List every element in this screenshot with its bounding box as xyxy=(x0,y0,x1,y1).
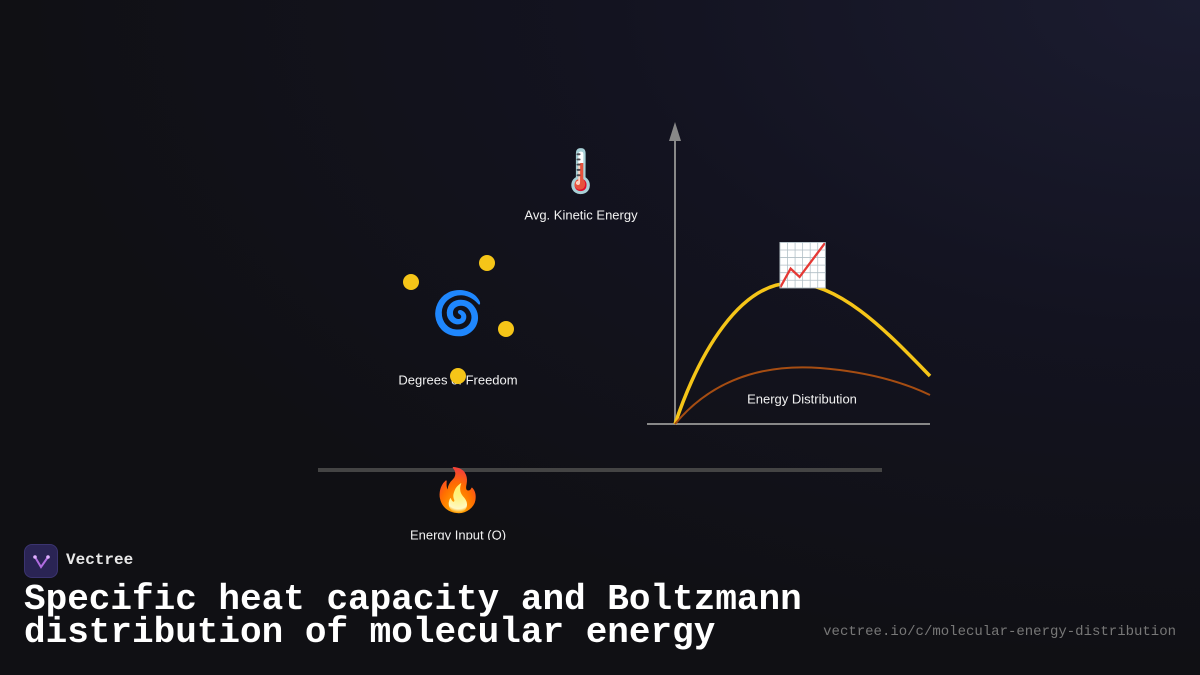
node-label: Energy Distribution xyxy=(747,391,857,406)
diagram: 🌡️ Avg. Kinetic Energy 🌀 Degrees of Free… xyxy=(318,122,932,540)
curve-low xyxy=(674,366,931,425)
logo-dot xyxy=(33,555,37,559)
node-icon: 🔥 xyxy=(432,466,484,515)
logo-stroke xyxy=(34,556,49,569)
node-icon: 📈 xyxy=(777,241,829,290)
axis-arrow xyxy=(669,122,681,141)
logo-dot xyxy=(46,555,50,559)
page-title: Specific heat capacity and Boltzmann dis… xyxy=(24,579,802,653)
particle xyxy=(403,274,419,290)
node-label: Avg. Kinetic Energy xyxy=(524,207,638,222)
logo-mark xyxy=(33,555,50,569)
particle xyxy=(498,321,514,337)
node-label: Energy Input (Q) xyxy=(410,527,506,540)
curve-high xyxy=(673,281,932,425)
page-url: vectree.io/c/molecular-energy-distributi… xyxy=(823,624,1176,640)
node-icon: 🌡️ xyxy=(555,147,607,196)
node-icon: 🌀 xyxy=(432,288,484,338)
brand-name: Vectree xyxy=(66,551,134,569)
logo xyxy=(24,544,58,578)
particle xyxy=(479,255,495,271)
particle xyxy=(450,368,466,384)
